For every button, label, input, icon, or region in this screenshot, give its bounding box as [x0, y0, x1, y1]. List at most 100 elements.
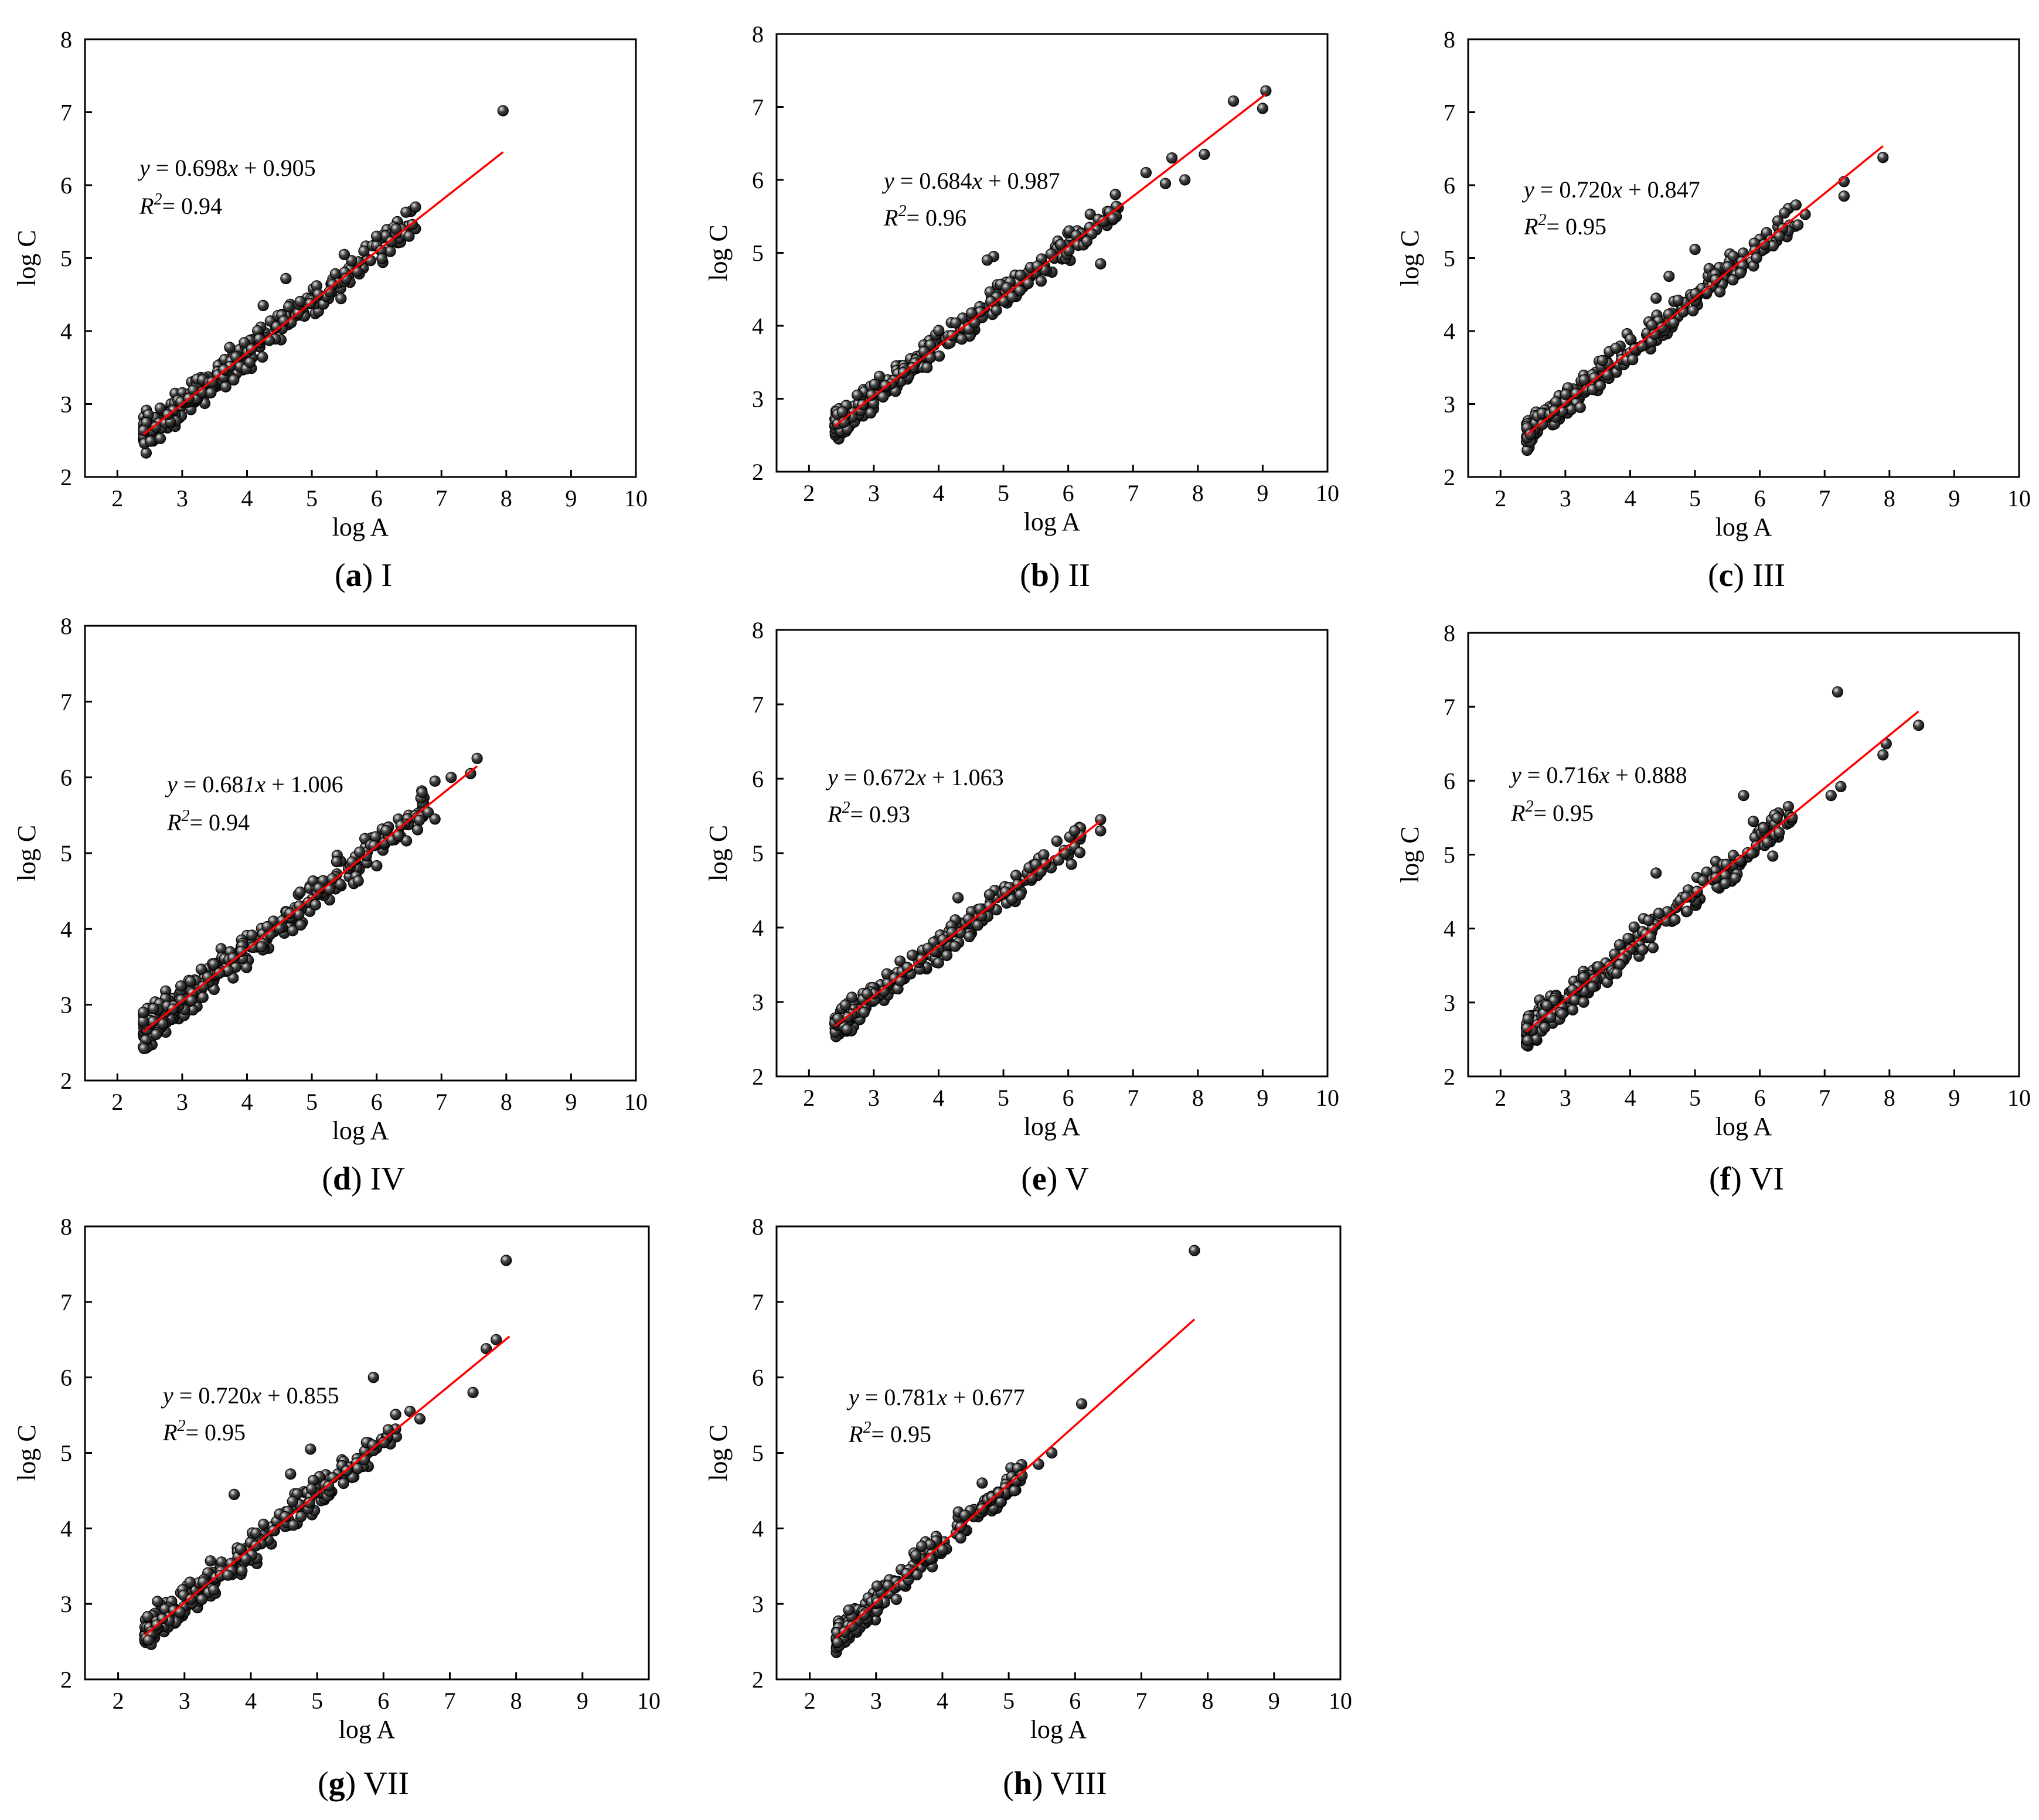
regression-equation: y = 0.681x + 1.006 [165, 771, 343, 797]
scatter-point [890, 1593, 903, 1605]
y-tick-label: 4 [752, 915, 764, 941]
scatter-point [1537, 418, 1548, 430]
y-axis-label: log C [1395, 826, 1424, 883]
scatter-point [152, 1596, 164, 1607]
regression-line [835, 1318, 1196, 1639]
scatter-point [1614, 939, 1625, 951]
scatter-point [1014, 285, 1026, 296]
regression-equation: y = 0.684x + 0.987 [881, 168, 1060, 194]
x-axis-label: log A [1715, 513, 1772, 541]
y-tick-label: 6 [1444, 768, 1455, 794]
scatter-point [846, 1620, 858, 1632]
scatter-point [150, 1028, 162, 1040]
scatter-point [471, 752, 483, 764]
scatter-point [858, 1609, 870, 1621]
scatter-point [1838, 190, 1850, 202]
regression-line [834, 93, 1267, 427]
scatter-point [877, 391, 889, 403]
scatter-point [916, 1540, 928, 1552]
x-axis-label: log A [332, 1116, 389, 1145]
scatter-point [370, 230, 383, 242]
scatter-point [983, 889, 996, 901]
scatter-point [305, 1483, 318, 1495]
scatter-point [1578, 996, 1589, 1008]
scatter-point [959, 1509, 971, 1521]
scatter-point [1597, 355, 1608, 367]
scatter-point [305, 1443, 316, 1455]
x-tick-label: 6 [371, 1089, 383, 1115]
regression-equation: y = 0.720x + 0.855 [161, 1382, 339, 1409]
scatter-point [955, 1532, 966, 1544]
y-tick-label: 8 [60, 613, 72, 639]
scatter-point [229, 1488, 240, 1500]
scatter-point [287, 1495, 298, 1507]
regression-equation: y = 0.716x + 0.888 [1509, 762, 1687, 788]
scatter-point [933, 325, 945, 336]
scatter-point [906, 949, 918, 961]
scatter-point [154, 432, 166, 444]
scatter-point [465, 768, 476, 779]
x-tick-label: 7 [1127, 1085, 1139, 1111]
x-tick-label: 3 [179, 1688, 190, 1714]
scatter-point [1522, 1035, 1534, 1047]
y-tick-label: 7 [60, 100, 72, 126]
scatter-point [1761, 837, 1774, 848]
scatter-point [246, 929, 258, 941]
scatter-point [400, 206, 412, 218]
scatter-point [836, 406, 848, 418]
scatter-point [1877, 152, 1889, 163]
scatter-point [1084, 209, 1096, 220]
y-axis-label: log C [704, 825, 733, 882]
scatter-point [261, 921, 273, 933]
scatter-point [932, 957, 944, 969]
scatter-point [1095, 258, 1107, 270]
r-squared-label: R2= 0.94 [139, 190, 222, 219]
scatter-point [1189, 1245, 1200, 1256]
y-tick-label: 6 [1444, 172, 1455, 199]
scatter-point [972, 919, 983, 931]
scatter-point [175, 980, 187, 992]
scatter-point [1539, 1021, 1551, 1034]
scatter-point [358, 246, 370, 257]
scatter-point [400, 835, 413, 847]
x-tick-label: 3 [1560, 1085, 1571, 1111]
x-tick-label: 10 [624, 485, 648, 512]
scatter-point [196, 1593, 208, 1605]
scatter-point [346, 255, 358, 267]
x-tick-label: 7 [1819, 485, 1830, 512]
r-squared-label: R2= 0.96 [883, 202, 966, 231]
x-tick-label: 8 [501, 485, 512, 512]
scatter-point [283, 301, 295, 313]
scatter-point [376, 253, 388, 264]
scatter-point [140, 447, 152, 459]
x-tick-label: 3 [868, 1085, 880, 1111]
x-tick-label: 9 [1948, 485, 1960, 512]
x-tick-label: 10 [1316, 480, 1339, 506]
scatter-point [1109, 189, 1121, 200]
scatter-point [227, 952, 239, 964]
scatter-point [1069, 825, 1081, 837]
scatter-point [1669, 914, 1681, 926]
y-tick-label: 7 [752, 94, 764, 121]
scatter-point [284, 907, 296, 919]
scatter-point [186, 995, 198, 1007]
x-tick-label: 5 [998, 1085, 1009, 1111]
scatter-point [1767, 850, 1779, 862]
scatter-point [1656, 322, 1668, 333]
scatter-point [256, 941, 267, 953]
x-tick-label: 7 [435, 1089, 447, 1115]
scatter-point [964, 931, 975, 943]
scatter-point [976, 1477, 988, 1489]
scatter-point [280, 272, 292, 284]
scatter-point [1046, 1447, 1058, 1459]
scatter-point [1035, 275, 1047, 287]
y-tick-label: 4 [60, 916, 72, 942]
y-tick-label: 2 [60, 1666, 72, 1693]
scatter-point [1697, 875, 1709, 887]
x-tick-label: 2 [803, 1085, 815, 1111]
y-tick-label: 2 [752, 459, 764, 485]
panel-caption: (g) VII [318, 1766, 409, 1802]
y-tick-label: 7 [752, 691, 764, 718]
scatter-point [894, 975, 906, 987]
scatter-point [197, 991, 209, 1003]
